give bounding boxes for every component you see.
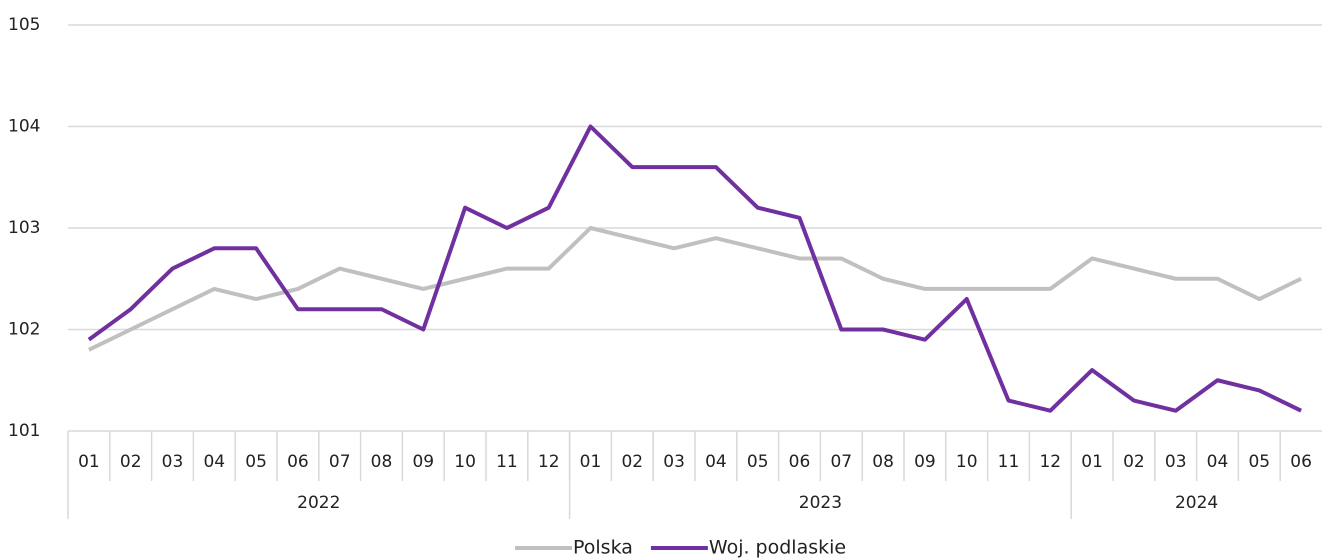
legend-label: Woj. podlaskie — [709, 537, 846, 558]
x-tick-label: 01 — [78, 452, 100, 472]
x-tick-label: 01 — [1081, 452, 1103, 472]
x-tick-label: 04 — [203, 452, 225, 472]
x-tick-label: 08 — [872, 452, 894, 472]
x-tick-label: 12 — [538, 452, 560, 472]
x-tick-label: 11 — [998, 452, 1020, 472]
x-tick-label: 02 — [120, 452, 142, 472]
y-tick-label: 101 — [8, 421, 40, 441]
x-tick-label: 03 — [663, 452, 685, 472]
x-tick-label: 05 — [245, 452, 267, 472]
x-tick-label: 12 — [1039, 452, 1061, 472]
x-tick-label: 06 — [287, 452, 309, 472]
legend-label: Polska — [573, 537, 633, 558]
x-tick-label: 10 — [956, 452, 978, 472]
x-tick-label: 06 — [789, 452, 811, 472]
x-tick-label: 02 — [1123, 452, 1145, 472]
series-line — [87, 124, 1302, 413]
x-tick-label: 03 — [1165, 452, 1187, 472]
series-line — [88, 226, 1302, 352]
x-tick-label: 01 — [580, 452, 602, 472]
y-tick-label: 103 — [8, 218, 40, 238]
x-tick-label: 08 — [371, 452, 393, 472]
y-tick-label: 105 — [8, 15, 40, 35]
x-tick-label: 05 — [1248, 452, 1270, 472]
x-tick-label: 07 — [830, 452, 852, 472]
x-tick-label: 04 — [1207, 452, 1229, 472]
y-tick-label: 102 — [8, 320, 40, 340]
x-tick-label: 05 — [747, 452, 769, 472]
x-tick-label: 09 — [412, 452, 434, 472]
x-tick-label: 04 — [705, 452, 727, 472]
x-tick-label: 07 — [329, 452, 351, 472]
x-tick-label: 10 — [454, 452, 476, 472]
y-tick-label: 104 — [8, 117, 40, 137]
x-tick-label: 03 — [162, 452, 184, 472]
x-tick-label: 06 — [1290, 452, 1312, 472]
x-tick-label: 02 — [621, 452, 643, 472]
x-tick-label: 09 — [914, 452, 936, 472]
x-group-label: 2022 — [297, 493, 340, 513]
x-group-label: 2024 — [1175, 493, 1218, 513]
x-tick-label: 11 — [496, 452, 518, 472]
x-group-label: 2023 — [799, 493, 842, 513]
